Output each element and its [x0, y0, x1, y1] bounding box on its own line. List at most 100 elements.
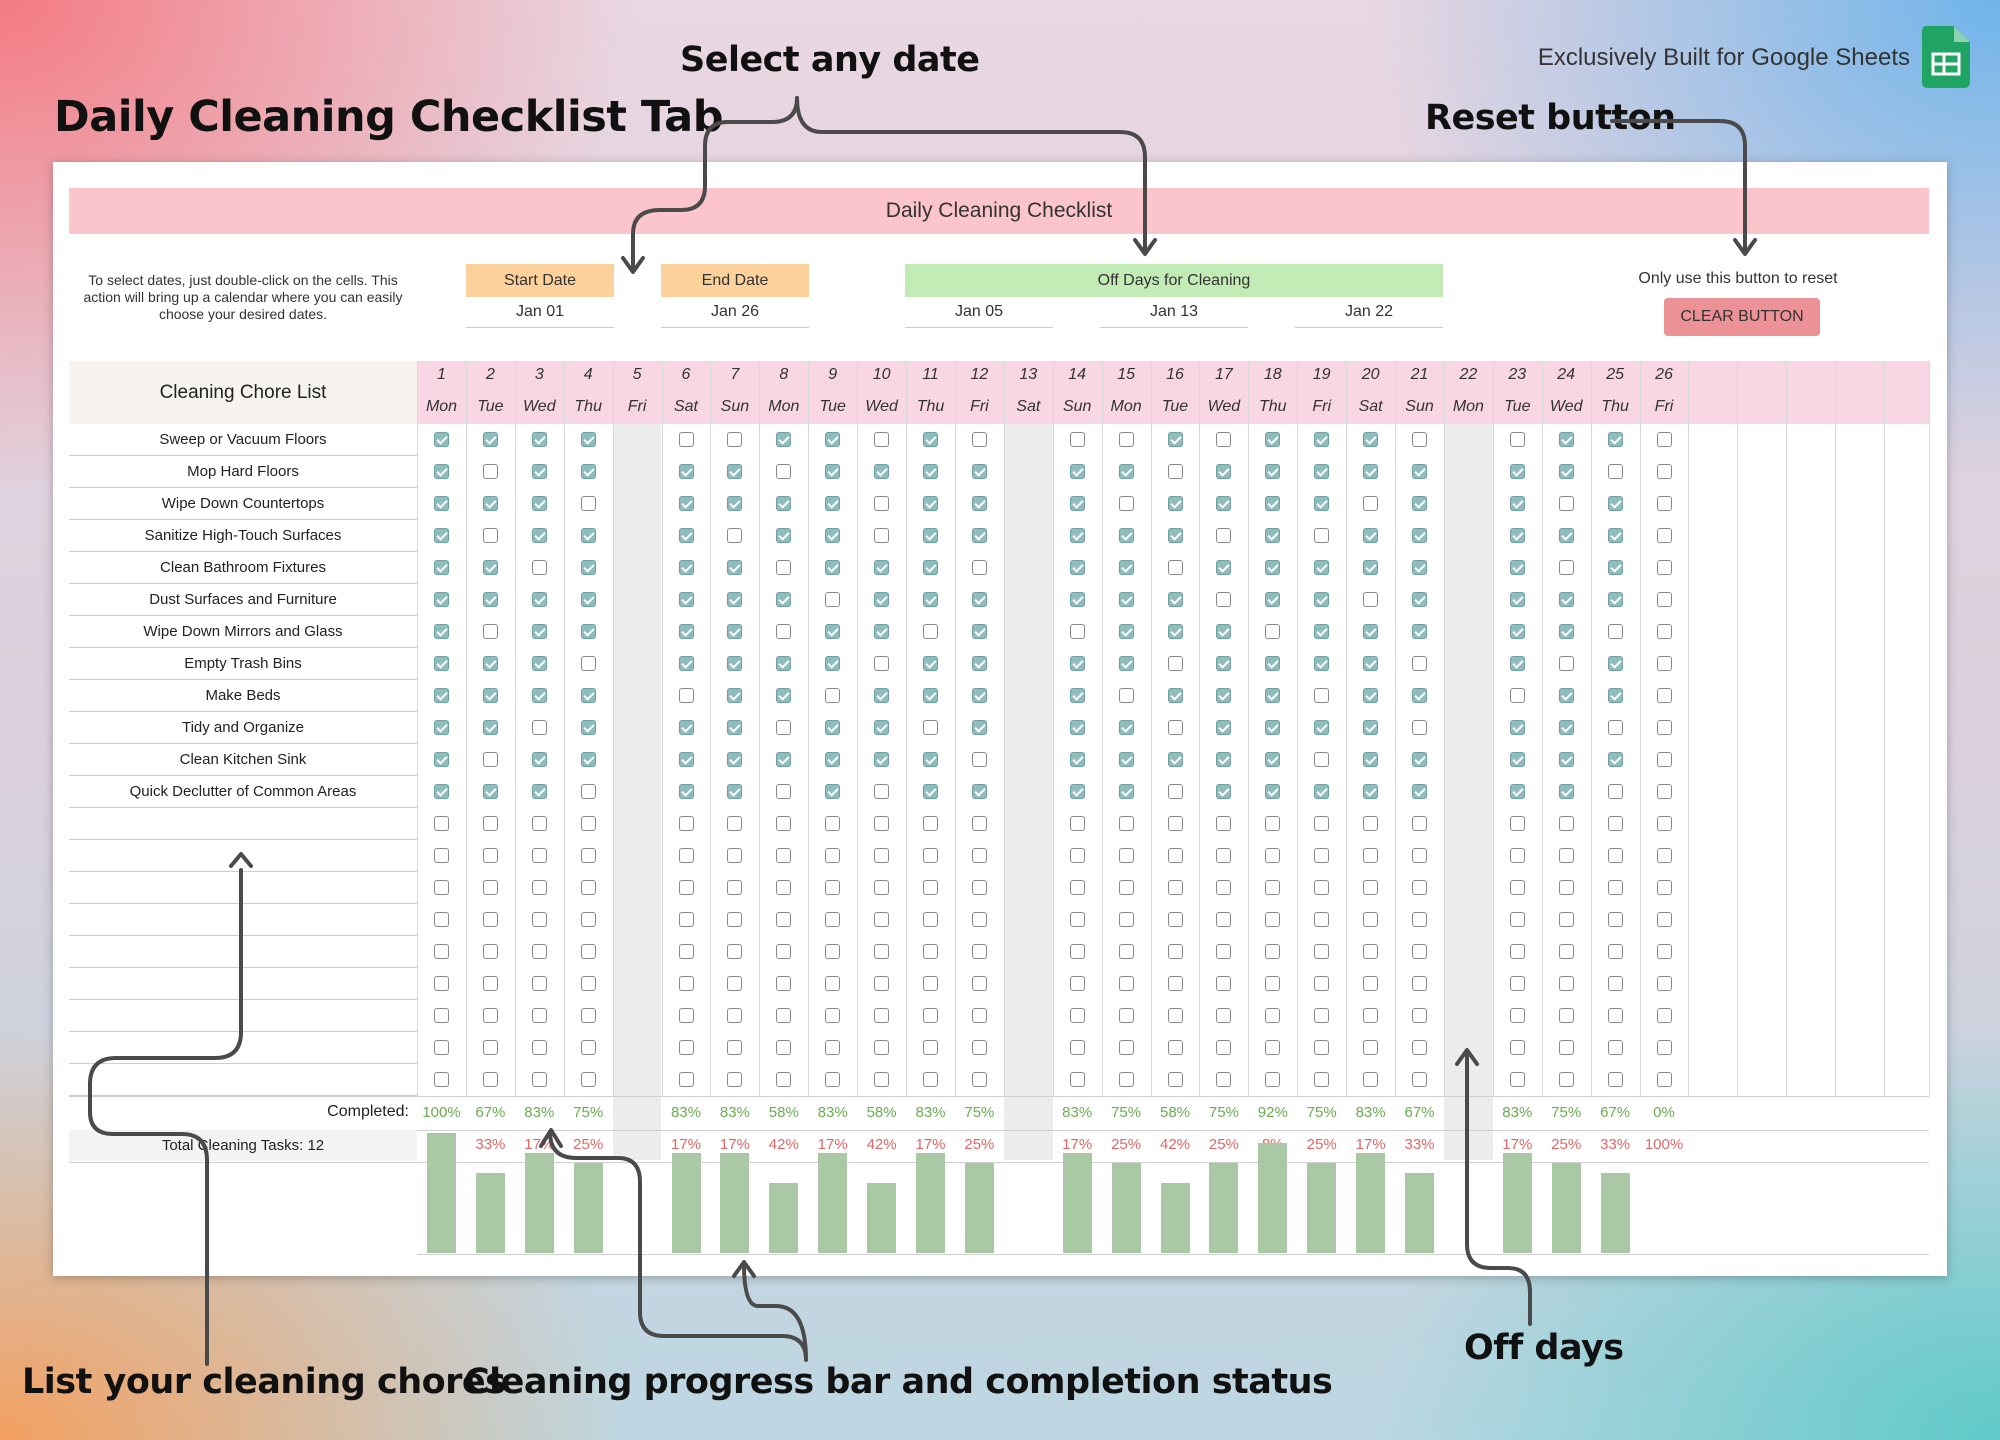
- task-checkbox[interactable]: [825, 912, 841, 927]
- task-checkbox[interactable]: [580, 784, 596, 799]
- task-checkbox[interactable]: [923, 784, 938, 799]
- task-checkbox[interactable]: [1167, 528, 1183, 543]
- task-checkbox[interactable]: [434, 464, 449, 479]
- task-checkbox[interactable]: [1069, 976, 1085, 991]
- task-checkbox[interactable]: [874, 592, 890, 607]
- task-checkbox[interactable]: [1216, 528, 1232, 543]
- task-checkbox[interactable]: [678, 624, 694, 639]
- task-checkbox[interactable]: [1314, 560, 1330, 575]
- task-checkbox[interactable]: [1607, 496, 1623, 511]
- task-checkbox[interactable]: [1314, 624, 1330, 639]
- task-checkbox[interactable]: [1069, 464, 1085, 479]
- task-checkbox[interactable]: [1118, 656, 1134, 671]
- task-checkbox[interactable]: [1069, 912, 1085, 927]
- chore-item[interactable]: Sanitize High-Touch Surfaces: [69, 520, 417, 552]
- task-checkbox[interactable]: [1656, 720, 1672, 735]
- task-checkbox[interactable]: [727, 816, 743, 831]
- task-checkbox[interactable]: [776, 496, 792, 511]
- task-checkbox[interactable]: [971, 944, 987, 959]
- task-checkbox[interactable]: [1265, 688, 1281, 703]
- off-day-input-1[interactable]: Jan 05: [905, 297, 1053, 328]
- task-checkbox[interactable]: [971, 688, 987, 703]
- task-checkbox[interactable]: [1069, 848, 1085, 863]
- task-checkbox[interactable]: [825, 1040, 841, 1055]
- task-checkbox[interactable]: [1607, 944, 1623, 959]
- task-checkbox[interactable]: [1656, 1008, 1672, 1023]
- task-checkbox[interactable]: [1412, 752, 1427, 767]
- task-checkbox[interactable]: [1314, 752, 1330, 767]
- task-checkbox[interactable]: [825, 432, 841, 447]
- task-checkbox[interactable]: [531, 528, 547, 543]
- task-checkbox[interactable]: [825, 848, 841, 863]
- task-checkbox[interactable]: [727, 976, 743, 991]
- task-checkbox[interactable]: [727, 944, 743, 959]
- task-checkbox[interactable]: [971, 592, 987, 607]
- task-checkbox[interactable]: [1216, 784, 1232, 799]
- task-checkbox[interactable]: [1314, 816, 1330, 831]
- task-checkbox[interactable]: [1558, 528, 1574, 543]
- task-checkbox[interactable]: [482, 1008, 498, 1023]
- task-checkbox[interactable]: [825, 464, 841, 479]
- task-checkbox[interactable]: [1118, 944, 1134, 959]
- task-checkbox[interactable]: [1118, 720, 1134, 735]
- task-checkbox[interactable]: [825, 784, 841, 799]
- task-checkbox[interactable]: [1656, 784, 1672, 799]
- task-checkbox[interactable]: [825, 720, 841, 735]
- task-checkbox[interactable]: [434, 816, 449, 831]
- task-checkbox[interactable]: [678, 1040, 694, 1055]
- task-checkbox[interactable]: [1412, 432, 1427, 447]
- task-checkbox[interactable]: [482, 784, 498, 799]
- task-checkbox[interactable]: [434, 1040, 449, 1055]
- task-checkbox[interactable]: [874, 624, 890, 639]
- task-checkbox[interactable]: [1607, 976, 1623, 991]
- task-checkbox[interactable]: [1118, 688, 1134, 703]
- task-checkbox[interactable]: [678, 944, 694, 959]
- task-checkbox[interactable]: [678, 816, 694, 831]
- task-checkbox[interactable]: [482, 880, 498, 895]
- task-checkbox[interactable]: [1656, 496, 1672, 511]
- task-checkbox[interactable]: [678, 976, 694, 991]
- task-checkbox[interactable]: [1314, 880, 1330, 895]
- task-checkbox[interactable]: [1509, 464, 1525, 479]
- task-checkbox[interactable]: [434, 624, 449, 639]
- task-checkbox[interactable]: [1607, 464, 1623, 479]
- task-checkbox[interactable]: [1412, 1040, 1427, 1055]
- task-checkbox[interactable]: [1509, 848, 1525, 863]
- task-checkbox[interactable]: [1656, 528, 1672, 543]
- task-checkbox[interactable]: [1558, 848, 1574, 863]
- task-checkbox[interactable]: [580, 816, 596, 831]
- task-checkbox[interactable]: [1216, 944, 1232, 959]
- task-checkbox[interactable]: [727, 1040, 743, 1055]
- task-checkbox[interactable]: [482, 816, 498, 831]
- task-checkbox[interactable]: [1656, 464, 1672, 479]
- chore-item[interactable]: Clean Bathroom Fixtures: [69, 552, 417, 584]
- task-checkbox[interactable]: [1265, 848, 1281, 863]
- task-checkbox[interactable]: [678, 720, 694, 735]
- task-checkbox[interactable]: [1069, 880, 1085, 895]
- task-checkbox[interactable]: [531, 1008, 547, 1023]
- chore-item[interactable]: Dust Surfaces and Furniture: [69, 584, 417, 616]
- task-checkbox[interactable]: [874, 496, 890, 511]
- task-checkbox[interactable]: [1069, 528, 1085, 543]
- task-checkbox[interactable]: [1167, 656, 1183, 671]
- task-checkbox[interactable]: [971, 816, 987, 831]
- task-checkbox[interactable]: [1363, 688, 1379, 703]
- task-checkbox[interactable]: [776, 720, 792, 735]
- task-checkbox[interactable]: [1167, 848, 1183, 863]
- task-checkbox[interactable]: [1118, 432, 1134, 447]
- task-checkbox[interactable]: [1069, 688, 1085, 703]
- task-checkbox[interactable]: [1265, 592, 1281, 607]
- task-checkbox[interactable]: [874, 720, 890, 735]
- task-checkbox[interactable]: [1607, 1008, 1623, 1023]
- task-checkbox[interactable]: [1069, 624, 1085, 639]
- task-checkbox[interactable]: [1558, 496, 1574, 511]
- task-checkbox[interactable]: [971, 624, 987, 639]
- task-checkbox[interactable]: [971, 432, 987, 447]
- task-checkbox[interactable]: [727, 432, 743, 447]
- clear-button[interactable]: CLEAR BUTTON: [1664, 298, 1820, 336]
- chore-item[interactable]: Clean Kitchen Sink: [69, 744, 417, 776]
- task-checkbox[interactable]: [1216, 688, 1232, 703]
- task-checkbox[interactable]: [776, 976, 792, 991]
- task-checkbox[interactable]: [1314, 976, 1330, 991]
- task-checkbox[interactable]: [482, 560, 498, 575]
